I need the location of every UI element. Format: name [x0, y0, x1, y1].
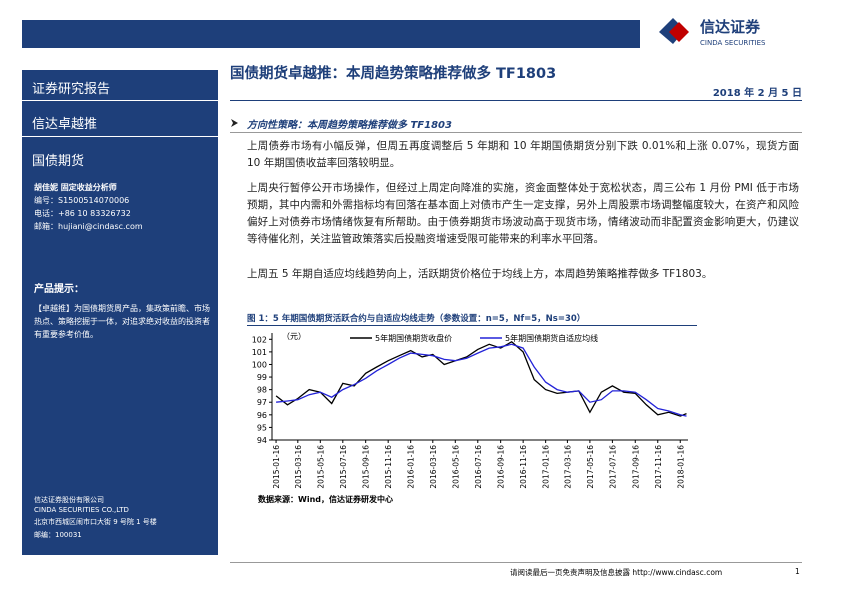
title: 国债期货卓越推：本周趋势策略推荐做多 TF1803 [230, 66, 557, 82]
series-line [276, 343, 687, 417]
y-tick-label: 96 [257, 411, 267, 420]
postcode: 邮编：100031 [34, 531, 82, 539]
paragraph: 上周五 5 年期自适应均线趋势向上，活跃期货价格位于均线上方，本周趋势策略推荐做… [247, 268, 713, 280]
logo-cn: 信达证券 [700, 18, 761, 36]
disclaimer: 请阅读最后一页免责声明及信息披露 http://www.cindasc.com [510, 568, 723, 577]
x-tick-label: 2015-01-16 [272, 445, 281, 489]
x-tick-label: 2016-09-16 [497, 445, 506, 489]
y-tick-label: 95 [257, 423, 267, 432]
divider [230, 100, 802, 101]
y-tick-label: 101 [252, 348, 267, 357]
section-heading: 方向性策略：本周趋势策略推荐做多 TF1803 [247, 120, 452, 131]
id: 编号：S1500514070006 [34, 196, 130, 205]
address: 北京市西城区闹市口大街 9 号院 1 号楼 [34, 518, 157, 526]
email: 邮箱：hujiani@cindasc.com [34, 222, 143, 231]
x-tick-label: 2015-09-16 [362, 445, 371, 489]
tip-title: 产品提示： [34, 284, 84, 295]
source: 数据来源：Wind，信达证券研发中心 [258, 495, 393, 504]
company-cn: 信达证券股份有限公司 [34, 496, 104, 504]
y-tick-label: 97 [257, 398, 267, 407]
x-tick-label: 2016-11-16 [519, 445, 528, 489]
x-tick-label: 2015-03-16 [294, 445, 303, 489]
series-line [275, 341, 687, 417]
tip-text: 【卓越推】为国债期货周产品，集政策前瞻、市场热点、策略挖掘于一体，对追求绝对收益… [34, 304, 210, 339]
y-tick-label: 94 [257, 436, 267, 445]
paragraph: 上周央行暂停公开市场操作，但经过上周定向降准的实施，资金面整体处于宽松状态，周三… [247, 182, 799, 245]
divider [230, 562, 802, 563]
caption: 图 1：5 年期国债期货活跃合约与自适应均线走势（参数设置：n=5，Nf=5，N… [247, 314, 586, 324]
x-tick-label: 2017-01-16 [542, 445, 551, 489]
legend-label: 5年期国债期货收盘价 [375, 333, 452, 343]
y-tick-label: 102 [252, 335, 267, 344]
date: 2018 年 2 月 5 日 [712, 88, 802, 99]
x-tick-label: 2016-07-16 [474, 445, 483, 489]
sidebar: 证券研究报告 信达卓越推 国债期货 胡佳妮 固定收益分析师 编号：S150051… [22, 70, 218, 555]
x-tick-label: 2015-11-16 [384, 445, 393, 489]
x-tick-label: 2015-05-16 [316, 445, 325, 489]
phone: 电话：+86 10 83326732 [34, 209, 131, 218]
y-tick-label: 99 [257, 373, 267, 382]
category: 国债期货 [32, 154, 85, 169]
x-tick-label: 2017-03-16 [563, 445, 572, 489]
x-tick-label: 2016-05-16 [451, 445, 460, 489]
x-tick-label: 2015-07-16 [339, 445, 348, 489]
legend-label: 5年期国债期货自适应均线 [505, 333, 598, 343]
x-tick-label: 2017-07-16 [608, 445, 617, 489]
header-bar [22, 20, 640, 48]
chart: （元） 94 95 96 97 98 99 100 101 102 2015-01-16 2015-… [252, 332, 688, 489]
y-tick-label: 98 [257, 386, 267, 395]
page-number: 1 [795, 567, 800, 576]
divider [230, 132, 802, 133]
bullet [231, 119, 238, 127]
x-tick-label: 2017-11-16 [654, 445, 663, 489]
logo-en: CINDA SECURITIES [700, 39, 766, 47]
analyst: 胡佳妮 固定收益分析师 [34, 183, 117, 192]
paragraph: 上周债券市场有小幅反弹，但周五再度调整后 5 年期和 10 年期国债期货分别下跌… [247, 140, 799, 169]
x-tick-label: 2018-01-16 [676, 445, 685, 489]
product: 信达卓越推 [32, 117, 98, 132]
x-tick-label: 2016-03-16 [429, 445, 438, 489]
x-tick-label: 2017-05-16 [586, 445, 595, 489]
report-type: 证券研究报告 [32, 82, 111, 97]
y-label: （元） [282, 332, 306, 341]
divider [247, 325, 697, 326]
company-en: CINDA SECURITIES CO.,LTD [34, 506, 129, 514]
x-tick-label: 2016-01-16 [407, 445, 416, 489]
x-tick-label: 2017-09-16 [631, 445, 640, 489]
y-tick-label: 100 [252, 360, 267, 369]
logo: 信达证券 CINDA SECURITIES [659, 18, 766, 47]
